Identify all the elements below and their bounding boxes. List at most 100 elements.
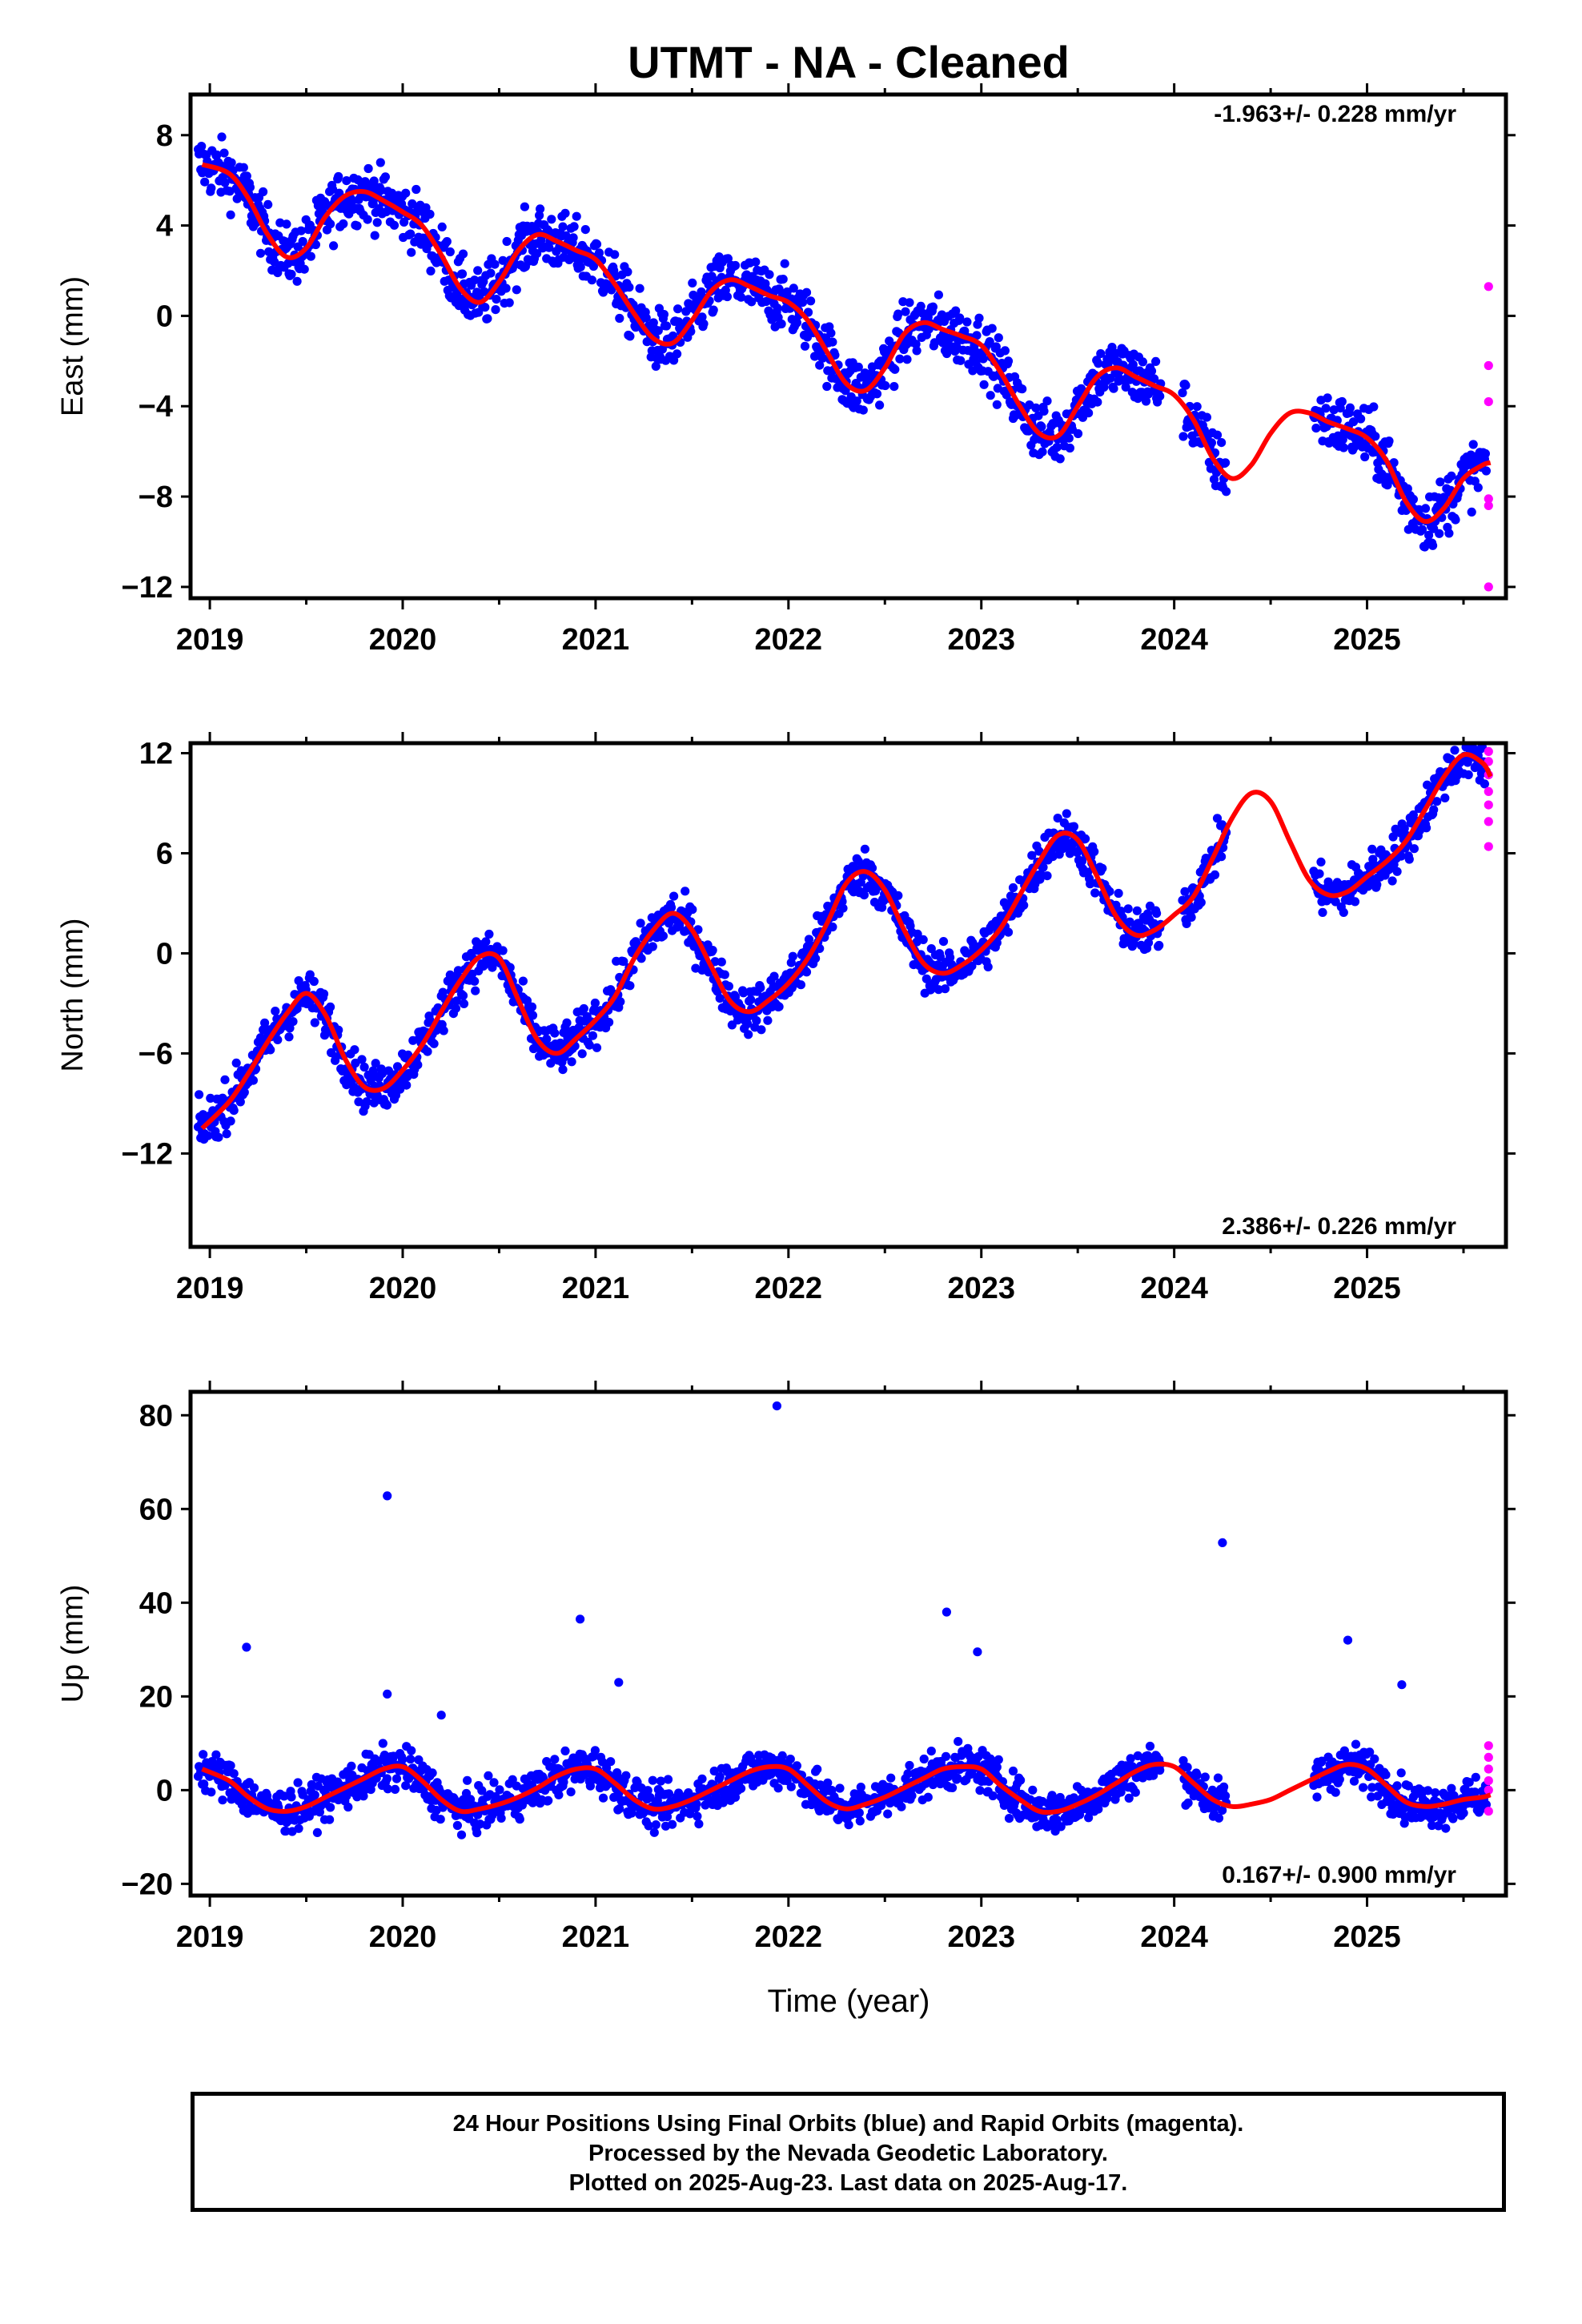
up-point (1214, 1813, 1224, 1823)
east-point (217, 132, 227, 142)
east-point (594, 248, 604, 258)
north-point (558, 1065, 568, 1075)
north-point (983, 962, 993, 971)
north-point (260, 1018, 270, 1027)
east-point (777, 319, 786, 329)
up-point (905, 1760, 914, 1771)
north-point (636, 954, 646, 963)
east-point (1222, 487, 1231, 497)
east-frame (188, 92, 1508, 601)
up-rapid-point (1484, 1764, 1493, 1774)
north-point (562, 1018, 572, 1027)
east-point (780, 259, 789, 268)
up-outlier-point (242, 1642, 251, 1652)
north-point (546, 1059, 556, 1068)
east-point (296, 226, 306, 235)
east-point (401, 188, 411, 198)
east-point (200, 177, 210, 187)
east-rapid-point (1484, 501, 1493, 511)
east-point (801, 287, 812, 297)
north-point (1212, 814, 1223, 823)
east-point (751, 257, 761, 267)
east-x-tick-label: 2025 (1333, 623, 1401, 657)
north-point (459, 999, 469, 1008)
up-point (472, 1828, 482, 1838)
north-point (592, 1043, 602, 1052)
up-rapid-point (1484, 1785, 1493, 1795)
east-point (792, 318, 802, 328)
north-point (271, 1007, 280, 1016)
north-point (1008, 883, 1018, 893)
east-point (1038, 447, 1047, 456)
east-point (426, 266, 436, 275)
east-point (329, 241, 339, 251)
up-point (1367, 1783, 1377, 1792)
panel-north: 12 6 0 −6 −12 2019 2020 2021 2022 2023 2024 2025 Nor… (56, 732, 1516, 1305)
north-point (1388, 832, 1398, 842)
north-rapid-point (1484, 842, 1493, 851)
north-point (528, 1043, 539, 1054)
up-outlier-point (1397, 1680, 1407, 1690)
north-point (425, 1015, 435, 1025)
north-point (528, 1011, 538, 1020)
north-point (273, 1035, 283, 1044)
north-point (284, 1032, 294, 1042)
east-point (473, 266, 483, 275)
east-point (1094, 359, 1103, 368)
east-point (890, 364, 900, 374)
up-point (656, 1776, 666, 1786)
north-point (938, 937, 949, 947)
east-point (1031, 403, 1041, 412)
east-point (1018, 384, 1027, 394)
up-point (550, 1755, 560, 1764)
north-point (717, 957, 726, 967)
north-point (305, 970, 315, 979)
up-point (730, 1792, 741, 1802)
north-x-tick-label: 2024 (1140, 1272, 1208, 1305)
up-point (926, 1747, 936, 1756)
up-frame (188, 1389, 1508, 1898)
up-rapid-point (1484, 1776, 1493, 1786)
east-point (480, 303, 490, 312)
up-point (1218, 1806, 1227, 1815)
east-point (723, 254, 733, 263)
up-point (310, 1790, 319, 1799)
east-point (747, 297, 757, 307)
east-point (407, 247, 416, 257)
up-point (294, 1823, 303, 1833)
east-point (1311, 424, 1321, 433)
east-point (292, 276, 302, 286)
north-y-tick-label: 6 (156, 837, 173, 870)
east-rate-label: -1.963+/- 0.228 mm/yr (1214, 101, 1456, 127)
up-point (645, 1793, 655, 1803)
up-point (1008, 1766, 1018, 1776)
up-point (1004, 1814, 1014, 1823)
east-point (789, 283, 798, 293)
up-point (293, 1778, 303, 1787)
up-point (1221, 1791, 1231, 1801)
north-point (226, 1116, 235, 1126)
east-point (962, 317, 972, 327)
up-y-tick-label: 0 (156, 1774, 173, 1807)
up-point (649, 1827, 659, 1837)
up-point (1381, 1770, 1391, 1779)
north-point (481, 937, 491, 947)
north-x-tick-label: 2022 (755, 1272, 823, 1305)
north-point (527, 1002, 537, 1011)
east-point (1042, 396, 1052, 406)
up-x-tick-label: 2025 (1333, 1920, 1401, 1954)
east-point (709, 305, 718, 315)
north-point (746, 995, 756, 1004)
east-point (372, 218, 382, 227)
east-point (212, 150, 222, 160)
north-point (382, 1100, 391, 1110)
up-point (715, 1772, 725, 1782)
east-point (572, 211, 581, 221)
north-point (669, 891, 679, 901)
north-point (567, 1057, 576, 1067)
up-point (515, 1815, 524, 1824)
up-point (1431, 1788, 1440, 1798)
up-point (1403, 1781, 1413, 1791)
up-point (390, 1784, 400, 1794)
east-point (1451, 515, 1460, 525)
